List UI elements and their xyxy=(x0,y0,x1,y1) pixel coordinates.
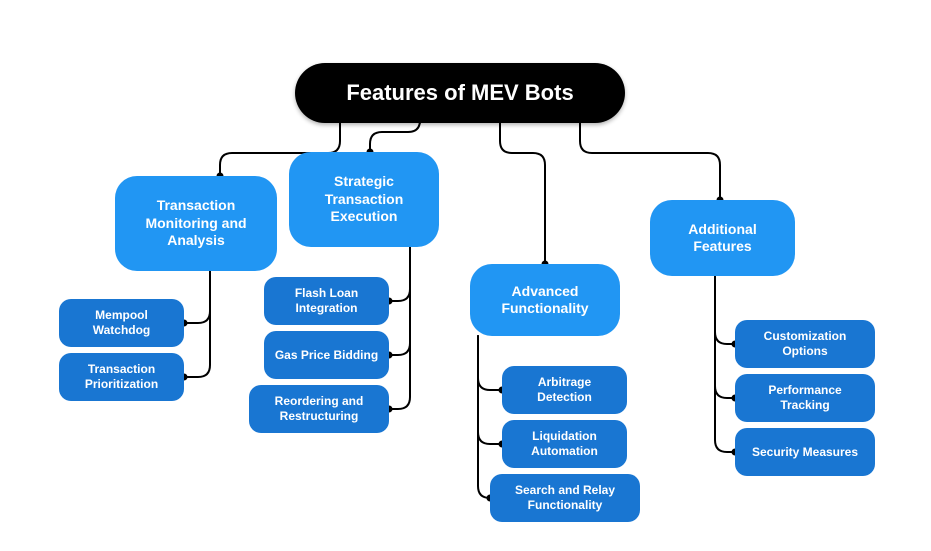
branch-strategic-execution: Strategic Transaction Execution xyxy=(289,152,439,247)
leaf-customization-options: Customization Options xyxy=(735,320,875,368)
leaf-reordering-restructuring: Reordering and Restructuring xyxy=(249,385,389,433)
root-node: Features of MEV Bots xyxy=(295,63,625,123)
leaf-transaction-prioritization: Transaction Prioritization xyxy=(59,353,184,401)
leaf-flash-loan-integration: Flash Loan Integration xyxy=(264,277,389,325)
leaf-gas-price-bidding: Gas Price Bidding xyxy=(264,331,389,379)
leaf-search-relay: Search and Relay Functionality xyxy=(490,474,640,522)
leaf-performance-tracking: Performance Tracking xyxy=(735,374,875,422)
diagram-canvas: Features of MEV Bots Transaction Monitor… xyxy=(0,0,931,551)
leaf-security-measures: Security Measures xyxy=(735,428,875,476)
leaf-arbitrage-detection: Arbitrage Detection xyxy=(502,366,627,414)
branch-transaction-monitoring: Transaction Monitoring and Analysis xyxy=(115,176,277,271)
branch-advanced-functionality: Advanced Functionality xyxy=(470,264,620,336)
leaf-liquidation-automation: Liquidation Automation xyxy=(502,420,627,468)
branch-additional-features: Additional Features xyxy=(650,200,795,276)
leaf-mempool-watchdog: Mempool Watchdog xyxy=(59,299,184,347)
